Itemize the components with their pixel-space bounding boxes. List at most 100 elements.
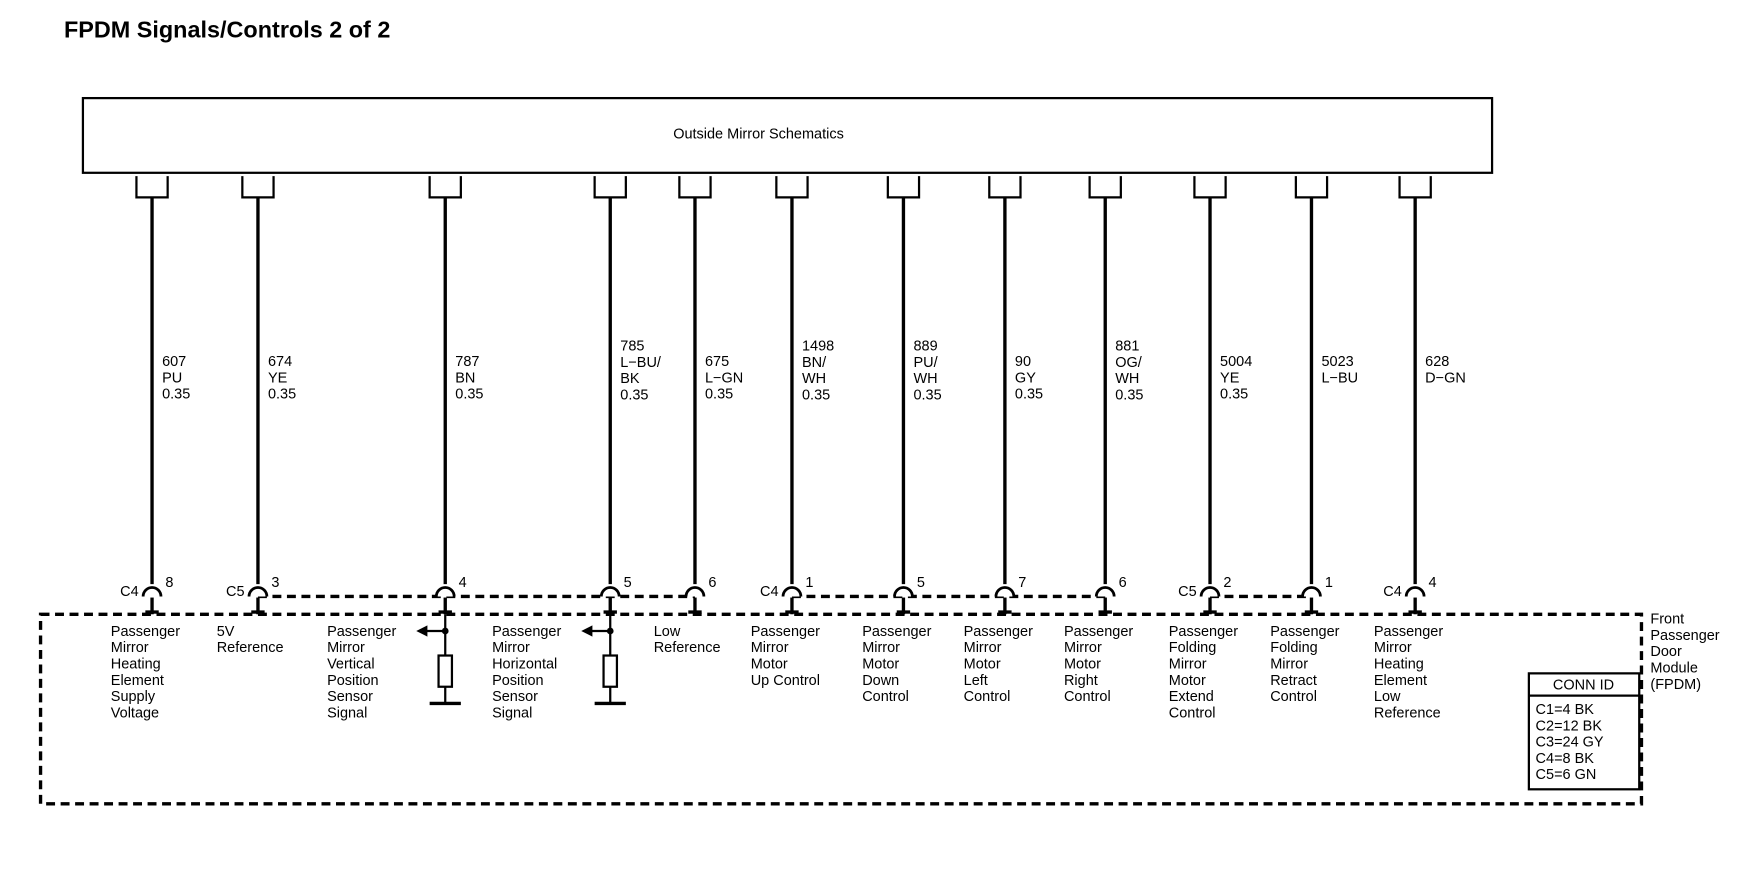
- terminal: [775, 176, 809, 199]
- circuit-label: 889: [913, 339, 937, 355]
- function-label: Vertical: [327, 656, 375, 672]
- function-label: Mirror: [751, 640, 789, 656]
- function-label: Motor: [751, 656, 788, 672]
- terminal: [988, 176, 1022, 199]
- circuit-label: 0.35: [705, 387, 733, 403]
- terminal: [1088, 176, 1122, 199]
- conn-id-row: C2=12 BK: [1536, 718, 1603, 734]
- resistor: [602, 654, 619, 688]
- circuit-label: 675: [705, 354, 729, 370]
- function-label: Heating: [1374, 656, 1424, 672]
- circuit-label: L−BU/: [620, 355, 662, 371]
- conn-id-row: C4=8 BK: [1536, 751, 1595, 767]
- function-label: Passenger: [964, 624, 1033, 640]
- connector-label: C4: [120, 584, 139, 600]
- circuit-label: 0.35: [1220, 387, 1248, 403]
- terminal: [1193, 176, 1227, 199]
- component-box: [81, 96, 1494, 174]
- function-label: Supply: [111, 689, 156, 705]
- circuit-label: 0.35: [1115, 387, 1143, 403]
- function-label: Down: [862, 673, 899, 689]
- circuit-label: 5004: [1220, 354, 1252, 370]
- function-label: Reference: [654, 640, 721, 656]
- pin: [684, 586, 706, 597]
- conn-id-row: C5=6 GN: [1536, 767, 1597, 783]
- pin: [1094, 586, 1116, 597]
- pin: [893, 586, 914, 597]
- circuit-label: BN: [455, 370, 475, 386]
- pin: [1301, 586, 1322, 597]
- function-label: Control: [1064, 689, 1111, 705]
- function-label: Low: [654, 624, 681, 640]
- function-label: 5V: [217, 624, 235, 640]
- module-box: [38, 612, 1644, 806]
- circuit-label: 0.35: [162, 387, 190, 403]
- function-label: Control: [964, 689, 1011, 705]
- function-label: Mirror: [1064, 640, 1102, 656]
- circuit-label: 1498: [802, 339, 834, 355]
- function-label: Passenger: [751, 624, 820, 640]
- function-label: Folding: [1169, 640, 1217, 656]
- function-label: Signal: [492, 705, 532, 721]
- function-label: Mirror: [862, 640, 900, 656]
- pin-number: 3: [271, 575, 279, 591]
- circuit-label: 0.35: [802, 387, 830, 403]
- function-label: Control: [1169, 705, 1216, 721]
- connector-label: C5: [226, 584, 245, 600]
- function-label: Motor: [1064, 656, 1101, 672]
- circuit-label: 0.35: [620, 387, 648, 403]
- pin-number: 5: [917, 575, 925, 591]
- pin: [781, 586, 803, 597]
- module-label: (FPDM): [1650, 677, 1701, 693]
- function-label: Mirror: [964, 640, 1002, 656]
- circuit-label: 628: [1425, 354, 1449, 370]
- title: FPDM Signals/Controls 2 of 2: [64, 16, 390, 42]
- function-label: Motor: [1169, 673, 1206, 689]
- function-label: Horizontal: [492, 656, 557, 672]
- pin: [1199, 586, 1221, 597]
- circuit-label: 787: [455, 354, 479, 370]
- pin: [434, 586, 456, 597]
- circuit-label: D−GN: [1425, 370, 1466, 386]
- circuit-label: 674: [268, 354, 292, 370]
- pin-number: 2: [1223, 575, 1231, 591]
- circuit-label: L−GN: [705, 370, 743, 386]
- function-label: Passenger: [1064, 624, 1133, 640]
- module-label: Door: [1650, 644, 1682, 660]
- resistor: [437, 654, 454, 688]
- circuit-label: PU/: [913, 355, 938, 371]
- function-label: Passenger: [1270, 624, 1339, 640]
- circuit-label: BK: [620, 371, 640, 387]
- function-label: Low: [1374, 689, 1401, 705]
- circuit-label: YE: [1220, 370, 1240, 386]
- circuit-label: L−BU: [1322, 370, 1359, 386]
- conn-id-title: CONN ID: [1553, 677, 1614, 693]
- conn-id-row: C3=24 GY: [1536, 735, 1604, 751]
- pin-number: 1: [805, 575, 813, 591]
- module-label: Front: [1650, 612, 1684, 628]
- connector-label: C4: [1383, 584, 1402, 600]
- function-label: Mirror: [1169, 656, 1207, 672]
- function-label: Up Control: [751, 673, 820, 689]
- pin-number: 5: [624, 575, 632, 591]
- circuit-label: OG/: [1115, 355, 1143, 371]
- pin: [247, 586, 269, 597]
- circuit-label: PU: [162, 370, 182, 386]
- function-label: Motor: [964, 656, 1001, 672]
- function-label: Mirror: [1270, 656, 1308, 672]
- function-label: Passenger: [862, 624, 931, 640]
- terminal: [241, 176, 275, 199]
- circuit-label: 785: [620, 339, 644, 355]
- terminal: [593, 176, 627, 199]
- function-label: Position: [327, 673, 379, 689]
- circuit-label: 607: [162, 354, 186, 370]
- function-label: Left: [964, 673, 988, 689]
- conn-id-row: C1=4 BK: [1536, 702, 1595, 718]
- circuit-label: 0.35: [268, 387, 296, 403]
- pin-number: 1: [1325, 575, 1333, 591]
- function-label: Control: [1270, 689, 1317, 705]
- component-label: Outside Mirror Schematics: [673, 127, 844, 143]
- terminal: [886, 176, 921, 199]
- pin: [141, 586, 163, 597]
